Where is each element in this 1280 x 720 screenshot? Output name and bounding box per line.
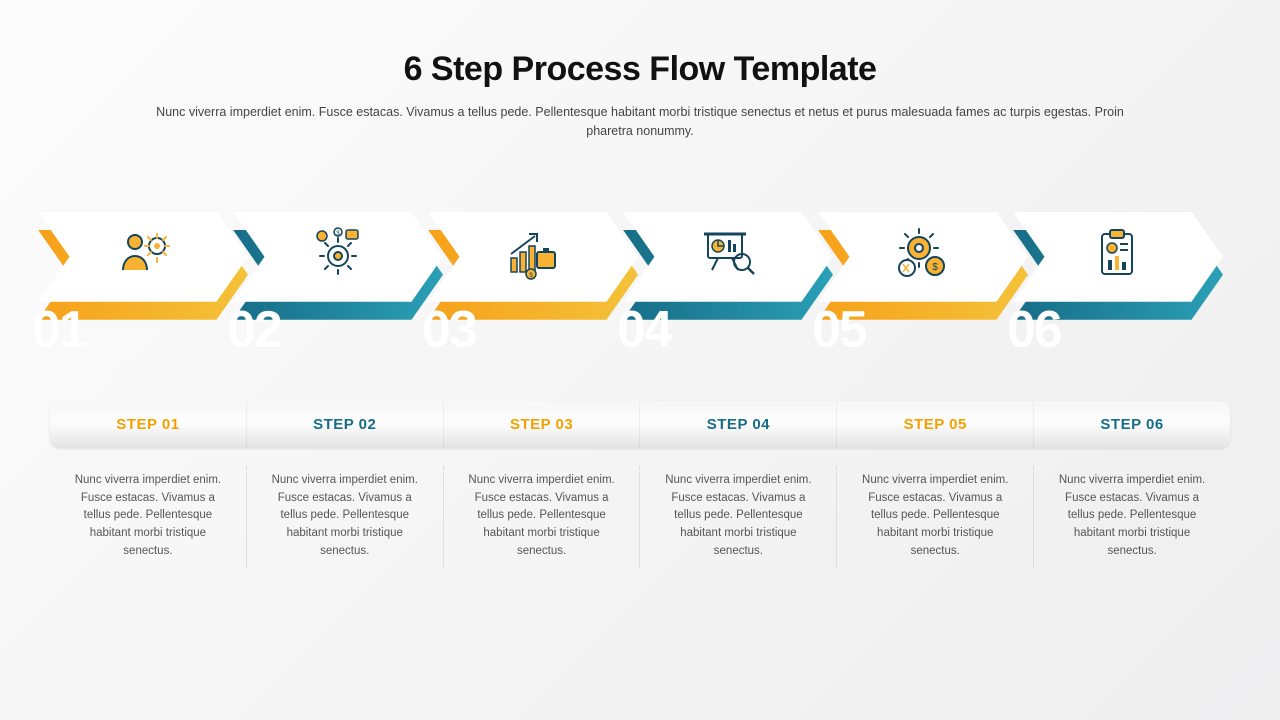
report-clip-icon (1090, 226, 1146, 287)
step-label-02: STEP 02 (247, 402, 444, 448)
chevron-card (818, 212, 1028, 302)
growth-brief-icon (505, 226, 561, 287)
chevron-step-01: 01 (38, 212, 258, 322)
chevron-card (1013, 212, 1223, 302)
chevron-card (233, 212, 443, 302)
chevron-step-06: 06 (1013, 212, 1233, 322)
page-subtitle: Nunc viverra imperdiet enim. Fusce estac… (140, 103, 1140, 142)
page-title: 6 Step Process Flow Template (140, 50, 1140, 89)
chevron-card (428, 212, 638, 302)
step-desc-02: Nunc viverra imperdiet enim. Fusce estac… (247, 466, 444, 567)
chevron-step-03: 03 (428, 212, 648, 322)
gear-money-icon (895, 226, 951, 287)
step-desc-01: Nunc viverra imperdiet enim. Fusce estac… (50, 466, 247, 567)
chevron-step-05: 05 (818, 212, 1038, 322)
chevron-card (38, 212, 248, 302)
step-desc-06: Nunc viverra imperdiet enim. Fusce estac… (1034, 466, 1230, 567)
step-label-05: STEP 05 (837, 402, 1034, 448)
step-number: 01 (32, 300, 86, 360)
chevron-card (623, 212, 833, 302)
step-label-04: STEP 04 (640, 402, 837, 448)
step-desc-03: Nunc viverra imperdiet enim. Fusce estac… (444, 466, 641, 567)
step-description-row: Nunc viverra imperdiet enim. Fusce estac… (50, 466, 1230, 567)
step-desc-04: Nunc viverra imperdiet enim. Fusce estac… (640, 466, 837, 567)
chevron-step-04: 04 (623, 212, 843, 322)
step-label-03: STEP 03 (444, 402, 641, 448)
step-label-01: STEP 01 (50, 402, 247, 448)
chevron-flow: 010203040506 (38, 212, 1242, 362)
chevron-step-02: 02 (233, 212, 453, 322)
idea-person-icon (115, 226, 171, 287)
header: 6 Step Process Flow Template Nunc viverr… (0, 0, 1280, 142)
step-label-bar: STEP 01STEP 02STEP 03STEP 04STEP 05STEP … (50, 402, 1230, 448)
presentation-icon (700, 226, 756, 287)
step-desc-05: Nunc viverra imperdiet enim. Fusce estac… (837, 466, 1034, 567)
settings-apps-icon (310, 226, 366, 287)
step-label-06: STEP 06 (1034, 402, 1230, 448)
